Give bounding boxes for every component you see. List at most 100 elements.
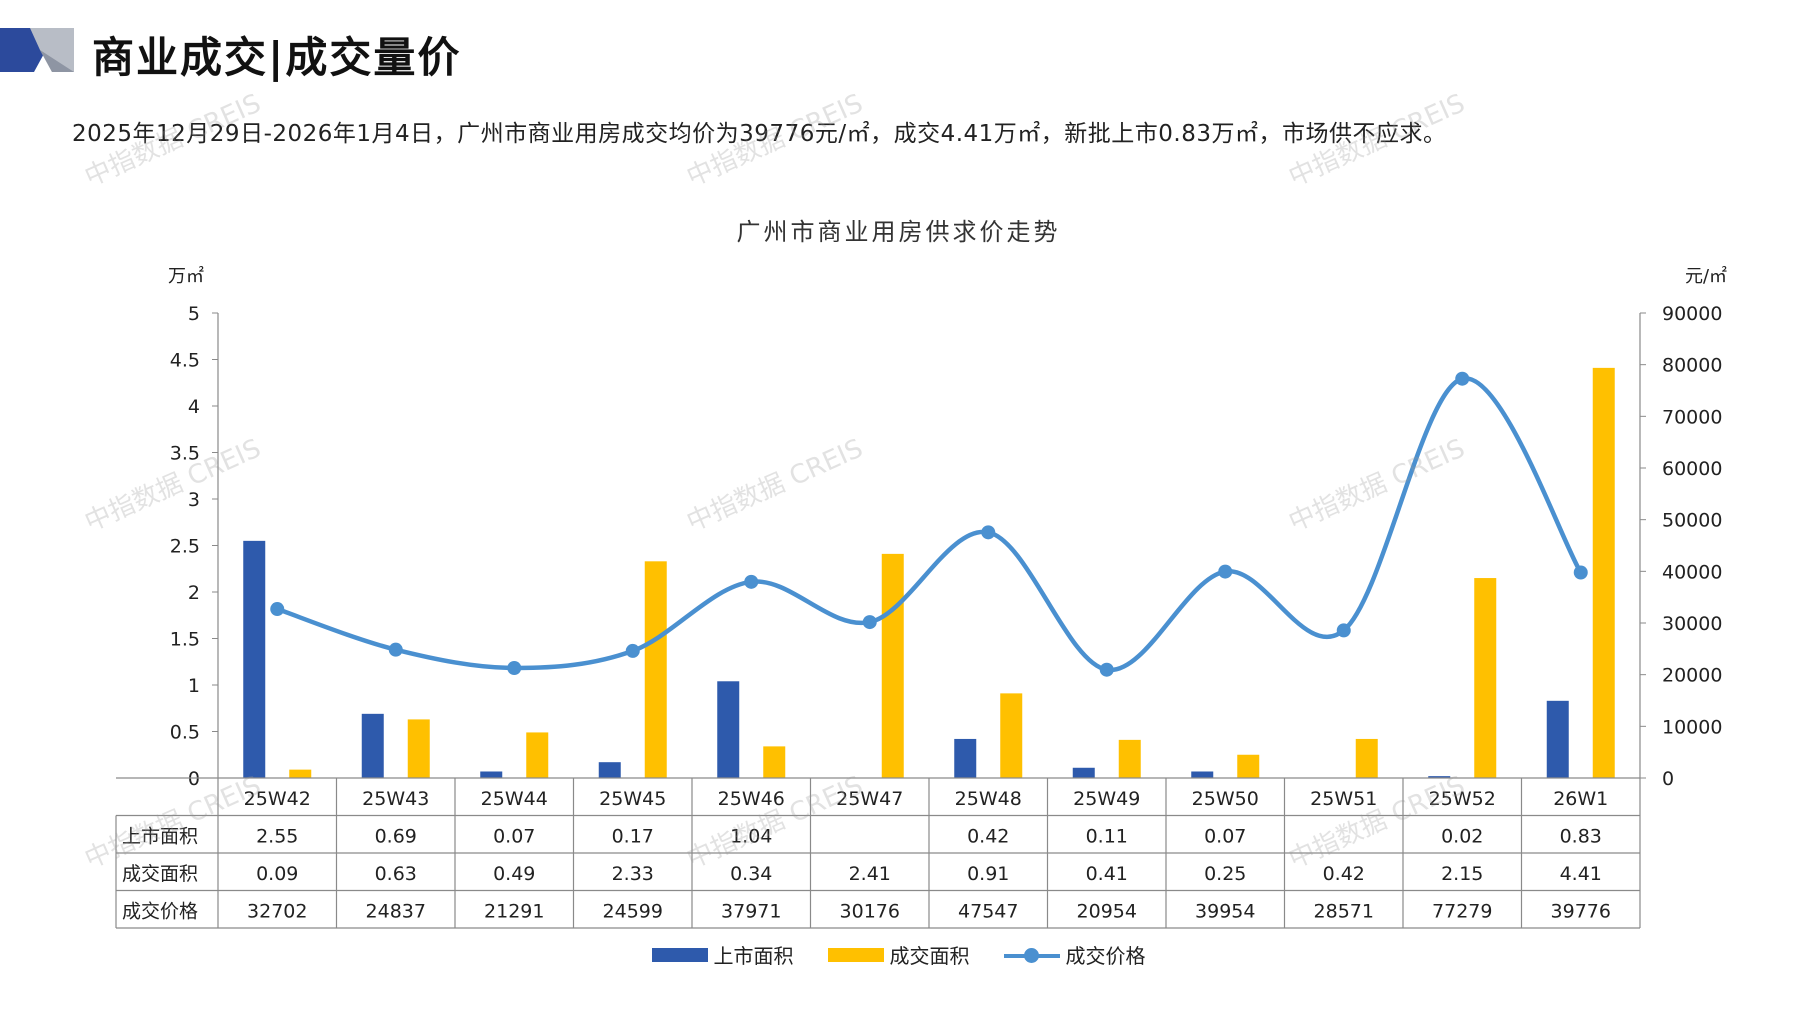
bar-supply [598,762,621,778]
legend-swatch-deal-area [827,947,884,962]
table-cell: 0.07 [1204,826,1246,848]
bar-deal-area [881,553,904,778]
left-tick-label: 1.5 [170,629,200,651]
logo-mid-shape [40,50,74,72]
right-tick-label: 70000 [1662,406,1722,428]
table-cell: 0.42 [1323,863,1365,885]
category-label: 25W45 [599,788,666,810]
left-tick-label: 1 [188,675,200,697]
right-tick-label: 0 [1662,768,1674,790]
left-axis-unit: 万㎡ [168,265,204,287]
category-label: 25W46 [718,788,785,810]
table-cell: 0.17 [612,826,654,848]
bar-supply [1546,700,1569,778]
summary-text: 2025年12月29日-2026年1月4日，广州市商业用房成交均价为39776元… [72,121,1447,147]
table-cell: 0.09 [256,863,298,885]
left-tick-label: 0 [188,768,200,790]
table-cell: 0.91 [967,863,1009,885]
left-tick-label: 4.5 [170,350,200,372]
bar-deal-area [763,746,786,778]
table-cell: 2.55 [256,826,298,848]
right-tick-label: 30000 [1662,613,1722,635]
table-cell: 47547 [958,901,1018,923]
table-cell: 0.49 [493,863,535,885]
table-cell: 30176 [840,901,900,923]
price-point [1336,623,1351,638]
legend-label-price: 成交价格 [1065,944,1146,968]
table-cell: 39776 [1551,901,1611,923]
category-label: 25W51 [1310,788,1377,810]
left-tick-label: 5 [188,303,200,325]
left-tick-label: 3 [188,489,200,511]
table-cell: 0.11 [1086,826,1128,848]
table-cell: 0.41 [1086,863,1128,885]
right-tick-label: 80000 [1662,355,1722,377]
legend-swatch-supply [651,947,708,962]
bar-deal-area [407,719,430,778]
left-tick-label: 4 [188,396,200,418]
table-cell: 21291 [484,901,544,923]
table-cell: 0.63 [375,863,417,885]
price-point [744,574,759,589]
bar-deal-area [526,732,549,778]
right-tick-label: 50000 [1662,510,1722,532]
price-point [1573,565,1588,580]
price-point [507,660,522,675]
legend-item-supply: 上市面积 [651,940,794,969]
category-label: 25W52 [1429,788,1496,810]
table-cell: 0.07 [493,826,535,848]
category-label: 25W49 [1073,788,1140,810]
bar-supply [717,681,740,778]
table-cell: 37971 [721,901,781,923]
price-point [1218,564,1233,579]
table-row-header: 成交价格 [122,901,198,923]
table-cell: 39954 [1195,901,1255,923]
bar-supply [361,713,384,778]
category-label: 25W48 [955,788,1022,810]
legend-swatch-price [1003,945,1060,965]
price-point [862,615,877,630]
table-cell: 0.34 [730,863,772,885]
table-cell: 0.69 [375,826,417,848]
legend-label-deal-area: 成交面积 [889,944,970,968]
right-tick-label: 60000 [1662,458,1722,480]
logo-light-shape [30,28,74,72]
table-cell: 0.42 [967,826,1009,848]
legend-label-supply: 上市面积 [713,944,794,968]
legend-item-deal-area: 成交面积 [827,940,970,969]
bar-deal-area [1592,367,1615,778]
table-cell: 28571 [1314,901,1374,923]
table-cell: 2.41 [849,863,891,885]
category-label: 25W42 [244,788,311,810]
price-point [270,602,285,617]
table-cell: 0.25 [1204,863,1246,885]
table-cell: 0.83 [1560,826,1602,848]
price-point [1455,371,1470,386]
right-tick-label: 90000 [1662,303,1722,325]
bar-supply [1428,776,1451,778]
table-cell: 32702 [247,901,307,923]
category-label: 25W44 [481,788,548,810]
bar-deal-area [1237,754,1260,778]
table-cell: 20954 [1077,901,1137,923]
table-cell: 0.02 [1441,826,1483,848]
price-point [1099,662,1114,677]
category-label: 25W50 [1192,788,1259,810]
page-title: 商业成交|成交量价 [92,33,462,82]
bar-deal-area [1355,738,1378,778]
price-point [981,525,996,540]
bar-deal-area [289,769,312,778]
table-cell: 24837 [366,901,426,923]
category-label: 26W1 [1553,788,1608,810]
chart-legend: 上市面积 成交面积 成交价格 [0,940,1797,969]
bar-deal-area [1474,578,1497,778]
right-tick-label: 20000 [1662,665,1722,687]
bar-supply [243,540,266,778]
price-point [388,642,403,657]
table-row-header: 成交面积 [122,863,198,885]
right-tick-label: 10000 [1662,716,1722,738]
category-label: 25W43 [362,788,429,810]
right-axis-unit: 元/㎡ [1685,265,1727,287]
bar-supply [480,771,503,778]
